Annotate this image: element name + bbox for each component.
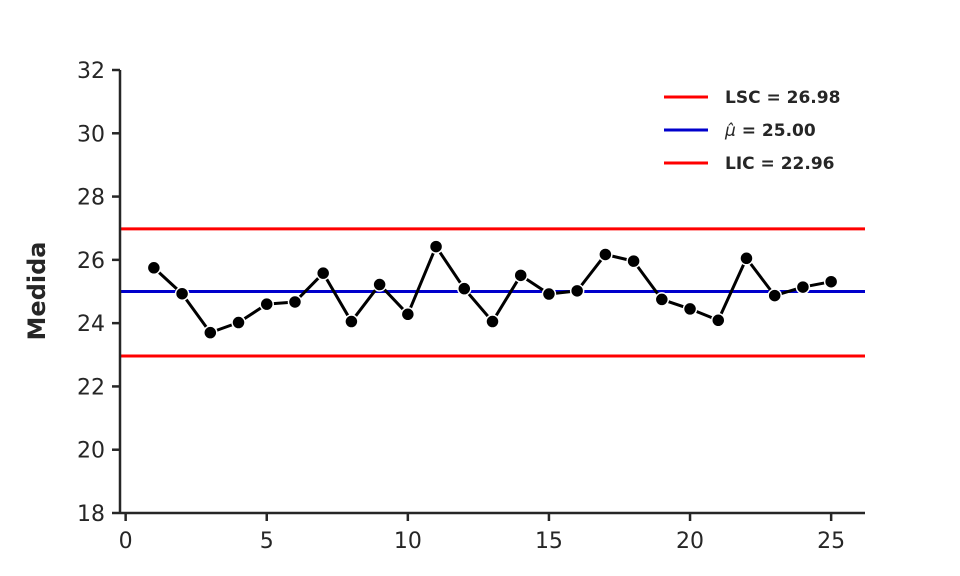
data-point [823,274,839,289]
y-tick-label: 18 [77,502,105,527]
y-tick-label: 22 [77,375,105,400]
data-point [541,286,557,302]
data-point [231,315,246,330]
data-point [739,251,754,266]
data-point [174,286,190,301]
y-tick-label: 28 [77,186,105,211]
legend-label-1: μ̂ = 25.00 [724,121,816,141]
reference-lines [120,227,865,358]
data-point [400,307,416,322]
axes [118,70,865,515]
data-point [485,314,500,329]
data-point [203,325,218,340]
y-tick-label: 24 [77,312,105,337]
data-point [513,268,528,283]
data-point [598,247,613,262]
data-point [372,277,387,292]
y-ticks: 18 20 22 24 26 28 30 32 [77,59,120,527]
legend-label-2: LIC = 22.96 [725,154,835,174]
x-tick-label: 15 [535,529,563,554]
x-tick-label: 5 [260,529,274,554]
data-point [711,313,726,328]
data-point [682,301,698,317]
data-point [457,281,472,296]
legend: LSC = 26.98 μ̂ = 25.00 LIC = 22.96 [664,88,840,174]
y-tick-label: 20 [77,439,105,464]
data-point [626,253,641,269]
y-axis-title: Medida [23,242,51,341]
x-tick-label: 20 [676,529,704,554]
data-point [259,296,274,312]
x-ticks: 0 5 10 15 20 25 [119,513,845,554]
x-tick-label: 0 [119,529,133,554]
legend-label-0: LSC = 26.98 [725,88,840,108]
data-point [428,239,444,254]
x-tick-label: 10 [394,529,422,554]
data-point [344,314,359,329]
data-point [767,288,782,303]
y-tick-label: 30 [77,122,105,147]
data-point [287,294,303,310]
data-point [654,292,670,307]
data-series [146,239,839,340]
data-point [315,265,331,281]
x-tick-label: 25 [817,529,845,554]
data-point [569,283,585,299]
y-tick-label: 26 [77,249,105,274]
y-tick-label: 32 [77,59,105,84]
data-point [795,279,811,295]
data-point [146,260,162,276]
